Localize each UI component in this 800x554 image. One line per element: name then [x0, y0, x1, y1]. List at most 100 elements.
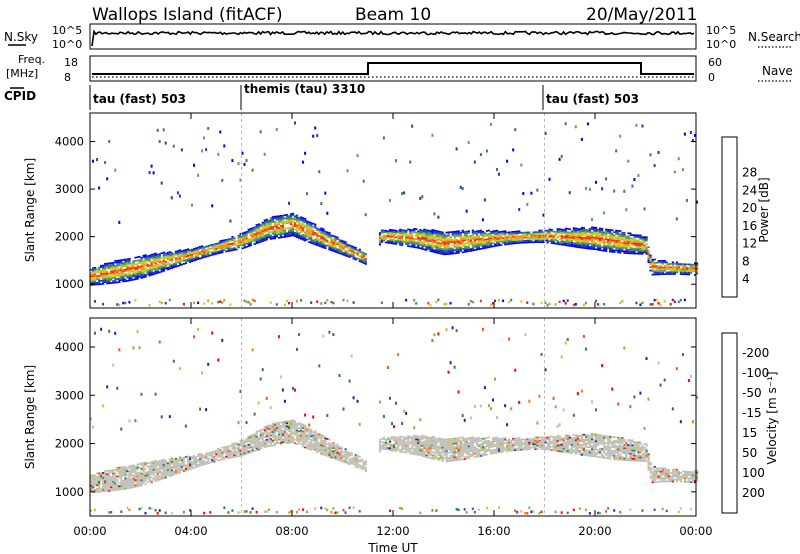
echo-cell [219, 247, 222, 249]
echo-cell [110, 479, 113, 482]
echo-cell [443, 450, 446, 453]
echo-cell [508, 243, 511, 245]
near-range-cell [223, 506, 226, 509]
nave-label: Nave [762, 64, 793, 78]
echo-cell [324, 449, 327, 451]
echo-cell [465, 235, 468, 238]
echo-cell [496, 233, 499, 235]
scatter-cell [243, 162, 246, 166]
echo-cell [257, 436, 260, 439]
echo-cell [156, 258, 159, 261]
echo-cell [344, 456, 347, 459]
echo-cell [395, 236, 398, 239]
echo-cell [308, 438, 311, 440]
echo-cell [98, 474, 101, 476]
echo-cell [310, 430, 313, 433]
echo-cell [130, 468, 133, 470]
echo-cell [294, 430, 297, 433]
echo-cell [110, 262, 113, 264]
echo-cell [625, 235, 628, 238]
echo-cell [346, 245, 349, 248]
echo-cell [225, 447, 228, 450]
echo-cell [457, 449, 460, 451]
echo-cell [665, 264, 668, 267]
echo-cell [429, 443, 432, 446]
echo-cell [187, 469, 190, 471]
echo-cell [164, 267, 167, 270]
echo-cell [306, 439, 309, 441]
echo-cell [114, 268, 117, 271]
echo-cell [469, 241, 472, 244]
echo-cell [599, 235, 602, 238]
echo-cell [516, 238, 519, 241]
echo-cell [409, 449, 412, 451]
echo-cell [564, 227, 567, 230]
echo-cell [435, 445, 438, 447]
echo-cell [221, 446, 224, 449]
echo-cell [520, 231, 523, 234]
echo-cell [283, 431, 287, 433]
echo-cell [389, 242, 392, 244]
echo-cell [453, 457, 456, 460]
echo-cell [405, 450, 408, 452]
echo-cell [94, 481, 97, 483]
echo-cell [386, 448, 390, 451]
echo-cell [187, 255, 190, 257]
echo-cell [172, 256, 175, 259]
near-range-cell [122, 301, 125, 305]
echo-cell [255, 432, 258, 435]
echo-cell [595, 248, 598, 251]
echo-cell [292, 422, 295, 425]
echo-cell [354, 460, 357, 463]
echo-cell [425, 245, 428, 248]
near-range-cell [498, 298, 500, 302]
echo-cell [116, 484, 119, 486]
echo-cell [180, 250, 184, 253]
echo-cell [296, 439, 299, 442]
echo-cell [619, 236, 622, 239]
scatter-cell [106, 385, 109, 389]
echo-cell [298, 220, 301, 223]
echo-cell [538, 233, 541, 235]
echo-cell [391, 239, 394, 241]
echo-cell [593, 246, 596, 249]
echo-cell [136, 482, 139, 484]
echo-cell [512, 242, 515, 245]
echo-cell [443, 241, 446, 244]
echo-cell [306, 445, 309, 448]
echo-cell [269, 426, 272, 428]
scatter-cell [386, 366, 389, 369]
echo-cell [455, 447, 458, 450]
echo-cell [140, 260, 143, 263]
echo-cell [302, 430, 305, 433]
echo-cell [201, 250, 204, 253]
ytick-label: 3000 [55, 182, 84, 196]
echo-cell [211, 244, 214, 246]
echo-cell [465, 239, 468, 241]
echo-cell [304, 231, 307, 234]
echo-cell [259, 234, 262, 236]
echo-cell [112, 484, 115, 487]
echo-cell [667, 263, 670, 265]
echo-cell [275, 235, 278, 238]
echo-cell [144, 480, 147, 482]
echo-cell [271, 439, 274, 442]
echo-cell [128, 272, 131, 275]
echo-cell [582, 240, 586, 243]
echo-cell [550, 233, 553, 236]
echo-cell [263, 226, 266, 228]
echo-cell [651, 260, 654, 263]
echo-cell [253, 234, 256, 237]
echo-cell [197, 251, 200, 254]
echo-cell [427, 455, 430, 457]
echo-cell [419, 247, 422, 250]
echo-cell [239, 451, 242, 454]
echo-cell [162, 255, 165, 257]
echo-cell [588, 239, 592, 242]
echo-cell [338, 249, 341, 251]
echo-cell [140, 484, 143, 487]
echo-cell [578, 229, 581, 232]
echo-cell [576, 244, 579, 247]
scatter-cell [623, 189, 626, 193]
echo-cell [586, 247, 590, 250]
